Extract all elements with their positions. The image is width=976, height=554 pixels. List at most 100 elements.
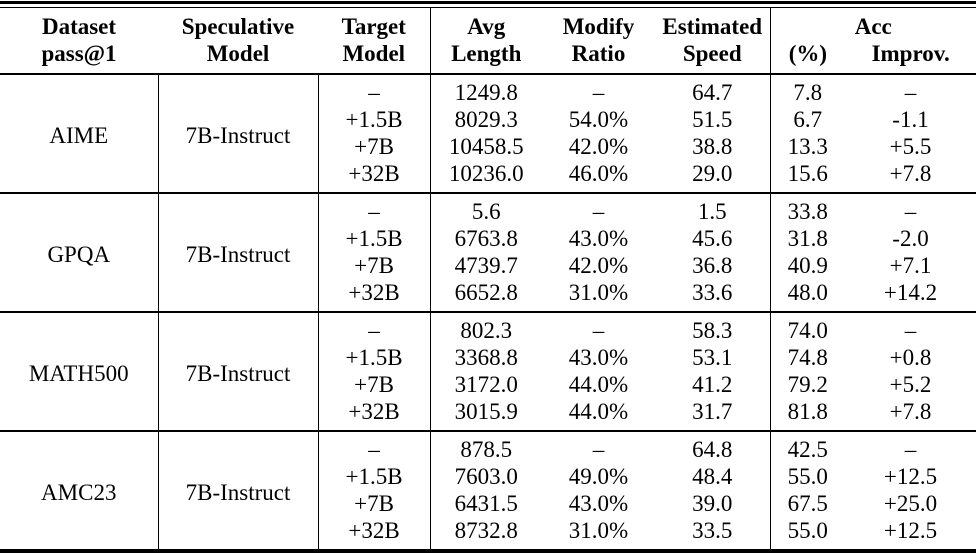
table-row: +7B 6431.5 43.0% 39.0 67.5 +25.0 xyxy=(0,490,976,517)
table-row: AMC23 7B-Instruct – 878.5 – 64.8 42.5 – xyxy=(0,431,976,551)
target-model-cell: +32B xyxy=(318,517,431,551)
modify-ratio-cell: 43.0% xyxy=(568,345,629,370)
estimated-speed-cell: 51.5 xyxy=(655,106,771,133)
target-model-cell: +32B xyxy=(318,398,431,431)
avg-length-cell: 3172.0 xyxy=(454,372,518,397)
target-model-cell: +1.5B xyxy=(318,463,431,490)
modify-ratio-cell: 43.0% xyxy=(568,491,629,516)
speculative-model-cell: 7B-Instruct xyxy=(158,74,319,193)
acc-improv-cell: +25.0 xyxy=(883,491,938,516)
table-row: +7B 3172.0 44.0% 41.2 79.2 +5.2 xyxy=(0,371,976,398)
estimated-speed-cell: 38.8 xyxy=(655,133,771,160)
modify-ratio-cell: 44.0% xyxy=(568,372,629,397)
top-rule-thin xyxy=(0,7,976,8)
avg-length-cell: 6431.5 xyxy=(454,491,518,516)
acc-cell: 6.7 xyxy=(793,107,823,132)
estimated-speed-cell: 33.6 xyxy=(655,279,771,312)
header-dataset-line2: pass@1 xyxy=(41,41,117,66)
table-row: +7B 10458.5 42.0% 38.8 13.3 +5.5 xyxy=(0,133,976,160)
modify-ratio-cell: 44.0% xyxy=(568,399,629,424)
target-model-cell: – xyxy=(318,312,431,344)
modify-ratio-cell: 43.0% xyxy=(568,226,629,251)
modify-ratio-cell: 49.0% xyxy=(568,464,629,489)
modify-ratio-cell: 54.0% xyxy=(568,107,629,132)
target-model-cell: +1.5B xyxy=(318,344,431,371)
acc-improv-cell: +7.8 xyxy=(889,161,932,186)
target-model-cell: – xyxy=(318,193,431,225)
modify-ratio-cell: – xyxy=(592,318,605,343)
header-modify-line1: Modify xyxy=(562,14,635,39)
header-modify-ratio: Modify Ratio xyxy=(542,8,655,75)
acc-cell: 55.0 xyxy=(787,518,828,543)
header-speed-line2: Speed xyxy=(682,41,742,66)
estimated-speed-cell: 64.7 xyxy=(655,74,771,106)
top-rule-thick xyxy=(0,1,976,4)
estimated-speed-cell: 33.5 xyxy=(655,517,771,551)
block-math500: MATH500 7B-Instruct – 802.3 – 58.3 74.0 … xyxy=(0,312,976,431)
estimated-speed-cell: 1.5 xyxy=(655,193,771,225)
table-row: +1.5B 6763.8 43.0% 45.6 31.8 -2.0 xyxy=(0,225,976,252)
dataset-cell: AIME xyxy=(0,74,159,193)
block-gpqa: GPQA 7B-Instruct – 5.6 – 1.5 33.8 – +1.5… xyxy=(0,193,976,312)
avg-length-cell: 5.6 xyxy=(471,199,501,224)
header-target-line1: Target xyxy=(341,14,406,39)
block-amc23: AMC23 7B-Instruct – 878.5 – 64.8 42.5 – … xyxy=(0,431,976,551)
acc-improv-cell: – xyxy=(904,437,917,462)
estimated-speed-cell: 64.8 xyxy=(655,431,771,463)
acc-improv-cell: -1.1 xyxy=(892,107,929,132)
header-acc-label: Acc xyxy=(854,14,892,39)
block-aime: AIME 7B-Instruct – 1249.8 – 64.7 7.8 – +… xyxy=(0,74,976,193)
table-header: Dataset pass@1 Speculative Model Target … xyxy=(0,8,976,75)
table-row: +1.5B 8029.3 54.0% 51.5 6.7 -1.1 xyxy=(0,106,976,133)
acc-cell: 33.8 xyxy=(787,199,828,224)
acc-improv-cell: +5.5 xyxy=(889,134,932,159)
acc-improv-cell: +12.5 xyxy=(883,518,938,543)
target-model-cell: +32B xyxy=(318,160,431,193)
header-avg-line1: Avg xyxy=(467,14,506,39)
table-row: MATH500 7B-Instruct – 802.3 – 58.3 74.0 … xyxy=(0,312,976,431)
modify-ratio-cell: 42.0% xyxy=(568,134,629,159)
acc-improv-cell: -2.0 xyxy=(892,226,929,251)
acc-cell: 79.2 xyxy=(787,372,828,397)
avg-length-cell: 3015.9 xyxy=(454,399,518,424)
target-model-cell: +1.5B xyxy=(318,106,431,133)
table-row: +1.5B 3368.8 43.0% 53.1 74.8 +0.8 xyxy=(0,344,976,371)
avg-length-cell: 10236.0 xyxy=(448,161,524,186)
acc-improv-cell: +14.2 xyxy=(883,280,938,305)
speculative-model-cell: 7B-Instruct xyxy=(158,193,319,312)
modify-ratio-cell: 31.0% xyxy=(568,518,629,543)
target-model-cell: +7B xyxy=(318,490,431,517)
modify-ratio-cell: 31.0% xyxy=(568,280,629,305)
acc-cell: 74.0 xyxy=(787,318,828,343)
estimated-speed-cell: 41.2 xyxy=(655,371,771,398)
acc-cell: 7.8 xyxy=(793,80,823,105)
modify-ratio-cell: – xyxy=(592,199,605,224)
acc-improv-cell: – xyxy=(904,199,917,224)
target-model-cell: +32B xyxy=(318,279,431,312)
header-speculative-model: Speculative Model xyxy=(158,8,318,75)
acc-cell: 13.3 xyxy=(787,134,828,159)
avg-length-cell: 7603.0 xyxy=(454,464,518,489)
header-acc-improv: Improv. xyxy=(871,41,950,66)
header-estimated-speed: Estimated Speed xyxy=(655,8,771,75)
estimated-speed-cell: 58.3 xyxy=(655,312,771,344)
header-acc-subrow: (%) Improv. xyxy=(771,40,976,67)
acc-cell: 40.9 xyxy=(787,253,828,278)
table-row: GPQA 7B-Instruct – 5.6 – 1.5 33.8 – xyxy=(0,193,976,312)
acc-cell: 81.8 xyxy=(787,399,828,424)
acc-cell: 42.5 xyxy=(787,437,828,462)
acc-cell: 67.5 xyxy=(787,491,828,516)
acc-cell: 48.0 xyxy=(787,280,828,305)
acc-improv-cell: +5.2 xyxy=(889,372,932,397)
avg-length-cell: 3368.8 xyxy=(454,345,518,370)
header-avg-length: Avg Length xyxy=(430,8,542,75)
acc-improv-cell: +0.8 xyxy=(889,345,932,370)
header-dataset: Dataset pass@1 xyxy=(0,8,158,75)
avg-length-cell: 802.3 xyxy=(460,318,513,343)
header-speed-line1: Estimated xyxy=(662,14,763,39)
speculative-model-cell: 7B-Instruct xyxy=(158,312,319,431)
target-model-cell: +1.5B xyxy=(318,225,431,252)
header-avg-line2: Length xyxy=(451,41,522,66)
estimated-speed-cell: 39.0 xyxy=(655,490,771,517)
modify-ratio-cell: – xyxy=(592,437,605,462)
